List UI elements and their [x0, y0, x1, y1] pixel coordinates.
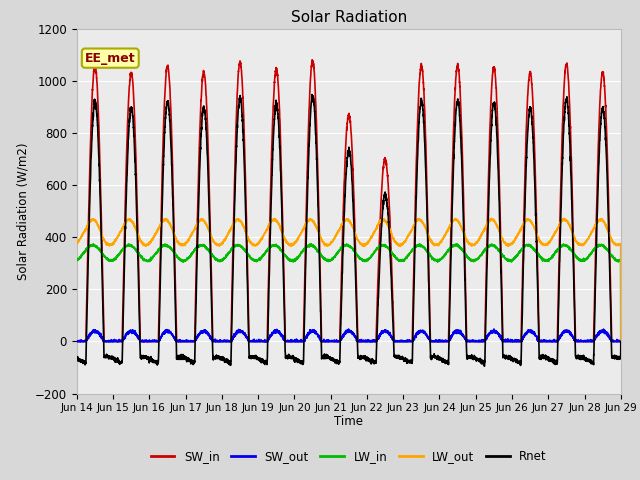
Legend: SW_in, SW_out, LW_in, LW_out, Rnet: SW_in, SW_out, LW_in, LW_out, Rnet — [146, 445, 552, 468]
Y-axis label: Solar Radiation (W/m2): Solar Radiation (W/m2) — [17, 143, 29, 280]
X-axis label: Time: Time — [334, 415, 364, 428]
Text: EE_met: EE_met — [85, 52, 136, 65]
Title: Solar Radiation: Solar Radiation — [291, 10, 407, 25]
